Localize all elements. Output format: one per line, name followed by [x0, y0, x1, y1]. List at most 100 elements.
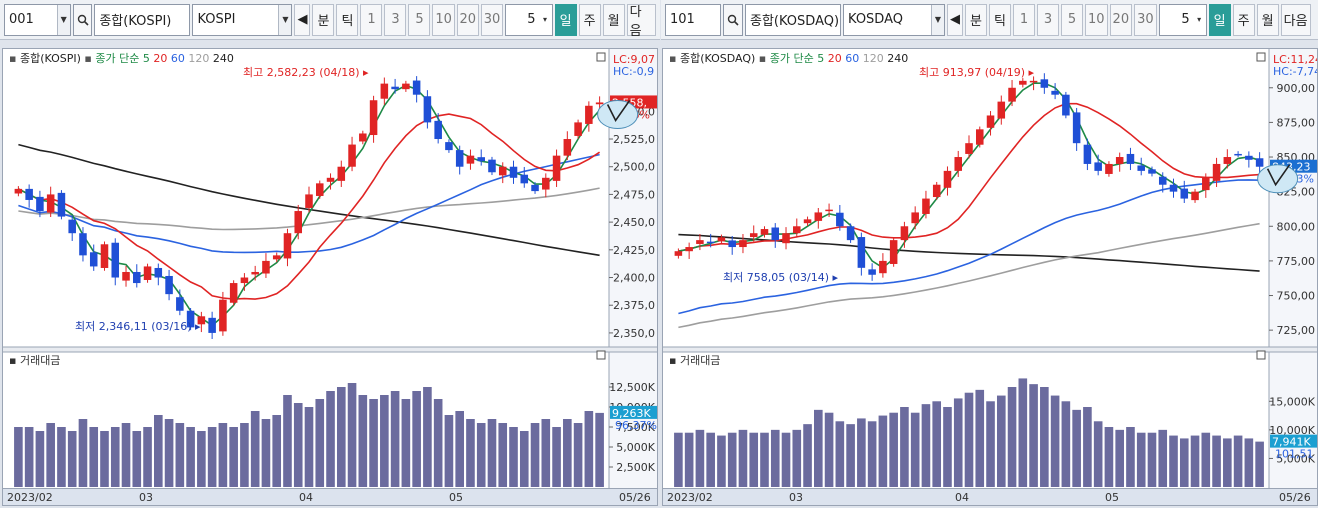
search-icon[interactable] [723, 3, 743, 36]
volume-bar [996, 395, 1006, 487]
volume-bar [380, 395, 389, 487]
close-icon [1256, 350, 1266, 360]
volume-bar [900, 407, 909, 487]
legend-marker: ▪ [84, 52, 95, 65]
kosdaq-chart-panel[interactable]: ▪ 종합(KOSDAQ) ▪ 종가 단순 5 20 60 120 240 LC:1… [662, 48, 1318, 506]
btn-minute[interactable]: 분 [965, 3, 987, 36]
ma240-line [678, 233, 1260, 272]
high-note: 최고 913,97 (04/19) ▸ [919, 66, 1035, 79]
btn-3[interactable]: 3 [384, 3, 407, 36]
candle-body [879, 260, 887, 274]
btn-week[interactable]: 주 [1232, 3, 1255, 36]
candle-body [219, 299, 227, 332]
candle-body [122, 271, 130, 281]
market-value: 종합(KOSPI) [99, 14, 172, 29]
legend-ma20: 20 [828, 52, 846, 65]
btn-5[interactable]: 5 [1061, 3, 1083, 36]
volume-bar [1018, 378, 1028, 487]
prev-arrow-icon[interactable]: ◀ [947, 3, 963, 36]
candle-body [46, 194, 55, 213]
legend-marker: ▪ [9, 52, 20, 65]
btn-tick[interactable]: 틱 [989, 3, 1011, 36]
volume-bar [878, 415, 888, 487]
volume-bar [336, 387, 346, 487]
candle-body [749, 233, 758, 238]
volume-bar [846, 424, 855, 487]
candle-body [1051, 90, 1059, 95]
btn-5[interactable]: 5 [408, 3, 431, 36]
next-button[interactable]: 다음 [1280, 3, 1311, 36]
btn-10[interactable]: 10 [1085, 3, 1108, 36]
candle-body [1158, 176, 1167, 185]
btn-tick[interactable]: 틱 [336, 3, 359, 36]
ma120-line [678, 222, 1260, 329]
checkmark-icon [606, 99, 631, 123]
btn-day[interactable]: 일 [554, 3, 577, 36]
btn-month[interactable]: 월 [1256, 3, 1279, 36]
period-input[interactable]: 5 ▾ [505, 3, 553, 36]
kospi-chart-svg[interactable]: ▪ 종합(KOSPI) ▪ 종가 단순 5 20 60 120 240 LC:9,… [3, 49, 657, 489]
kospi-chart-panel[interactable]: ▪ 종합(KOSPI) ▪ 종가 단순 5 20 60 120 240 LC:9,… [2, 48, 658, 506]
kosdaq-chart-svg[interactable]: ▪ 종합(KOSDAQ) ▪ 종가 단순 5 20 60 120 240 LC:1… [663, 49, 1317, 489]
low-note: 최저 758,05 (03/14) ▸ [723, 271, 839, 284]
candle-body [359, 133, 367, 142]
candle-body [975, 129, 984, 145]
code-input[interactable]: 001 ▼ [4, 3, 71, 36]
btn-minute[interactable]: 분 [312, 3, 335, 36]
candle-body [1040, 79, 1049, 88]
volume-bar [207, 427, 217, 487]
candle-body [782, 233, 790, 244]
chevron-down-icon[interactable]: ▾ [543, 15, 548, 24]
code-input[interactable]: 101 [665, 3, 721, 36]
close-icon [596, 350, 606, 360]
next-button[interactable]: 다음 [626, 3, 656, 39]
search-icon[interactable] [72, 3, 93, 36]
date-axis: 2023/02 03 04 05 05/26 [3, 488, 657, 505]
btn-20[interactable]: 20 [1109, 3, 1133, 36]
volume-bar [250, 411, 260, 487]
btn-30[interactable]: 30 [1134, 3, 1157, 36]
candle-body [585, 105, 593, 124]
btn-week[interactable]: 주 [578, 3, 601, 36]
volume-bar [595, 412, 604, 487]
btn-1[interactable]: 1 [360, 3, 383, 36]
chevron-down-icon[interactable]: ▾ [1197, 15, 1202, 24]
y-tick-label: 750,00 [1277, 290, 1316, 303]
legend-marker: ▪ [759, 52, 770, 65]
hc-label: HC:-0,9 [613, 65, 654, 78]
candle-body [836, 212, 844, 227]
date-label: 05 [1105, 491, 1119, 504]
volume-bar [1212, 435, 1221, 487]
candle-body [900, 226, 909, 241]
volume-bar [953, 398, 963, 487]
volume-bar [1233, 435, 1243, 487]
volume-bar [132, 431, 142, 487]
period-input[interactable]: 5 ▾ [1158, 3, 1207, 36]
candle-body [1212, 163, 1221, 181]
volume-bar [358, 395, 368, 487]
candle-body [14, 188, 23, 194]
chevron-down-icon[interactable]: ▼ [931, 4, 944, 35]
chevron-down-icon[interactable]: ▼ [278, 4, 292, 35]
candle-body [402, 83, 410, 90]
prev-arrow-icon[interactable]: ◀ [294, 3, 311, 36]
volume-bar [910, 412, 920, 487]
btn-10[interactable]: 10 [432, 3, 455, 36]
candle-body [89, 252, 98, 267]
volume-bar [197, 431, 206, 487]
volume-bar [1050, 395, 1060, 487]
volume-bar [304, 407, 314, 487]
btn-3[interactable]: 3 [1037, 3, 1059, 36]
candle-body [1169, 184, 1178, 192]
candle-body [922, 198, 930, 214]
btn-30[interactable]: 30 [480, 3, 504, 36]
name-select[interactable]: KOSDAQ ▼ [843, 3, 945, 36]
btn-1[interactable]: 1 [1013, 3, 1035, 36]
volume-bar [498, 423, 508, 487]
volume-bar [218, 423, 228, 487]
btn-month[interactable]: 월 [602, 3, 625, 36]
name-select[interactable]: KOSPI ▼ [192, 3, 293, 36]
btn-20[interactable]: 20 [456, 3, 479, 36]
btn-day[interactable]: 일 [1208, 3, 1231, 36]
chevron-down-icon[interactable]: ▼ [56, 4, 70, 35]
